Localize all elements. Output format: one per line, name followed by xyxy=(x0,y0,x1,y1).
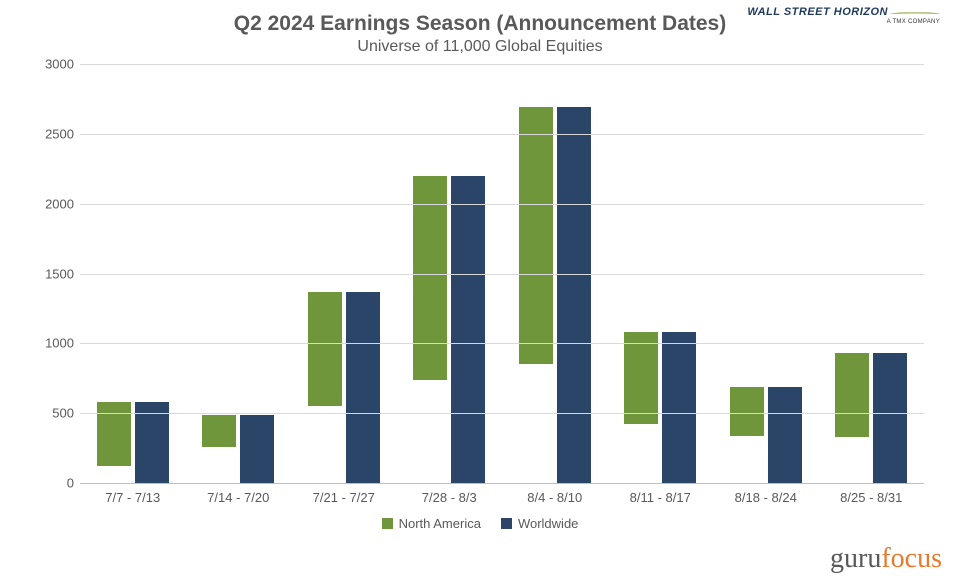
bar-worldwide xyxy=(873,353,907,483)
x-axis-labels: 7/7 - 7/13 7/14 - 7/20 7/21 - 7/27 7/28 - 8… xyxy=(80,490,924,512)
y-tick-label: 2500 xyxy=(30,126,74,141)
bar-worldwide xyxy=(662,332,696,483)
x-tick-label: 7/7 - 7/13 xyxy=(105,490,160,505)
gurufocus-logo: gurufocus xyxy=(830,543,942,575)
x-tick-label: 7/21 - 7/27 xyxy=(313,490,375,505)
bar-worldwide xyxy=(346,292,380,483)
bar-worldwide xyxy=(240,415,274,483)
legend: North America Worldwide xyxy=(16,516,944,532)
x-tick-label: 8/25 - 8/31 xyxy=(840,490,902,505)
x-tick-label: 8/18 - 8/24 xyxy=(735,490,797,505)
bar-group xyxy=(202,415,274,483)
x-tick-label: 8/4 - 8/10 xyxy=(527,490,582,505)
bar-group xyxy=(308,292,380,483)
bar-north-america xyxy=(308,292,342,407)
bar-north-america xyxy=(202,415,236,447)
bar-group xyxy=(730,387,802,483)
y-tick-label: 2000 xyxy=(30,196,74,211)
plot-area: 050010001500200025003000 xyxy=(80,64,924,484)
y-tick-label: 1500 xyxy=(30,266,74,281)
x-tick-label: 7/14 - 7/20 xyxy=(207,490,269,505)
chart-subtitle: Universe of 11,000 Global Equities xyxy=(16,38,944,56)
logo-bottom-part2: focus xyxy=(881,543,942,574)
gridline xyxy=(80,134,924,135)
bar-north-america xyxy=(519,107,553,364)
y-tick-label: 1000 xyxy=(30,336,74,351)
x-tick-label: 8/11 - 8/17 xyxy=(630,490,691,505)
x-tick-label: 7/28 - 8/3 xyxy=(422,490,477,505)
bar-north-america xyxy=(835,353,869,437)
bar-north-america xyxy=(730,387,764,436)
gridline xyxy=(80,274,924,275)
legend-label: North America xyxy=(399,516,481,531)
gridline xyxy=(80,343,924,344)
chart-header: Q2 2024 Earnings Season (Announcement Da… xyxy=(16,12,944,56)
y-tick-label: 0 xyxy=(30,476,74,491)
bar-worldwide xyxy=(557,107,591,483)
gridline xyxy=(80,204,924,205)
logo-bottom-part1: guru xyxy=(830,543,881,574)
y-tick-label: 3000 xyxy=(30,57,74,72)
legend-swatch-icon xyxy=(382,518,393,529)
chart-container: WALL STREET HORIZON A TMX COMPANY Q2 202… xyxy=(0,0,960,581)
gridline xyxy=(80,413,924,414)
bar-group xyxy=(624,332,696,483)
bar-group xyxy=(835,353,907,483)
legend-item: North America xyxy=(382,516,481,531)
bar-group xyxy=(413,176,485,483)
bar-worldwide xyxy=(451,176,485,483)
bar-group xyxy=(519,107,591,483)
legend-swatch-icon xyxy=(501,518,512,529)
bar-north-america xyxy=(413,176,447,380)
legend-label: Worldwide xyxy=(518,516,578,531)
gridline xyxy=(80,64,924,65)
y-tick-label: 500 xyxy=(30,406,74,421)
bar-worldwide xyxy=(768,387,802,483)
bar-north-america xyxy=(97,402,131,466)
bar-north-america xyxy=(624,332,658,424)
legend-item: Worldwide xyxy=(501,516,578,531)
chart-title: Q2 2024 Earnings Season (Announcement Da… xyxy=(16,12,944,36)
